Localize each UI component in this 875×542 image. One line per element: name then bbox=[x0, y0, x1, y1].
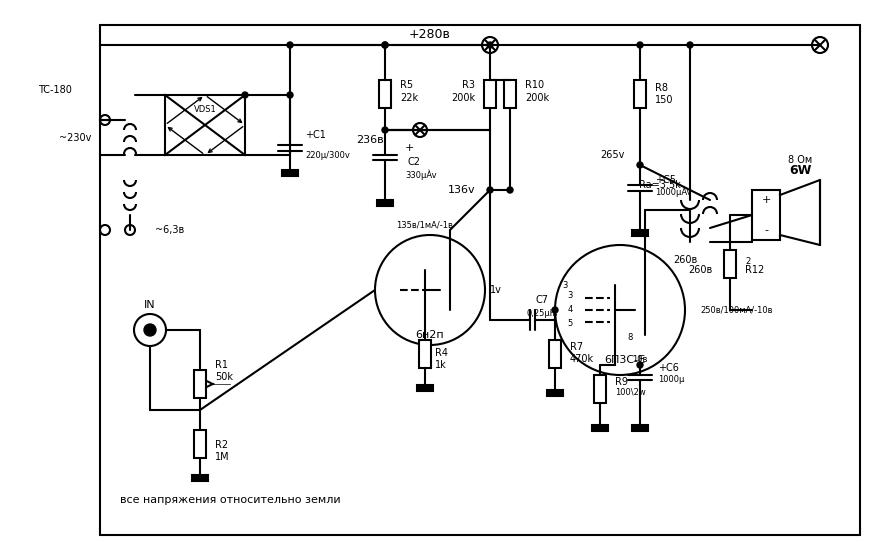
Text: 3: 3 bbox=[563, 281, 568, 289]
Text: R7: R7 bbox=[570, 342, 583, 352]
Text: 1000µ: 1000µ bbox=[658, 376, 684, 384]
Text: 4: 4 bbox=[567, 306, 572, 314]
Bar bbox=[634, 80, 646, 108]
Bar bbox=[417, 385, 433, 391]
Text: 236в: 236в bbox=[356, 135, 384, 145]
Bar bbox=[484, 80, 496, 108]
Text: +: + bbox=[405, 143, 415, 153]
Text: 22k: 22k bbox=[400, 93, 418, 103]
Circle shape bbox=[637, 162, 643, 168]
Text: 1M: 1M bbox=[215, 452, 229, 462]
Text: 260в: 260в bbox=[673, 255, 697, 265]
Bar bbox=[100, 25, 860, 535]
Bar bbox=[632, 425, 648, 431]
Text: VDS1: VDS1 bbox=[193, 106, 216, 114]
Bar bbox=[379, 80, 391, 108]
Text: 1000µÀv: 1000µÀv bbox=[655, 187, 691, 197]
Text: +C6: +C6 bbox=[658, 363, 679, 373]
Text: R8: R8 bbox=[655, 83, 668, 93]
Text: 2: 2 bbox=[746, 257, 751, 267]
Text: Ra=3.5k: Ra=3.5k bbox=[639, 180, 681, 190]
Text: TC-180: TC-180 bbox=[38, 85, 72, 95]
Text: 3: 3 bbox=[567, 291, 573, 300]
Text: 200k: 200k bbox=[525, 93, 550, 103]
Text: ~6,3в: ~6,3в bbox=[155, 225, 185, 235]
Text: 6П3С-Е: 6П3С-Е bbox=[605, 355, 646, 365]
Text: 6н2п: 6н2п bbox=[416, 330, 444, 340]
Text: 220µ/300v: 220µ/300v bbox=[305, 151, 350, 159]
Circle shape bbox=[487, 187, 493, 193]
Text: R4: R4 bbox=[435, 348, 448, 358]
Text: R3: R3 bbox=[462, 80, 475, 90]
Text: +280в: +280в bbox=[410, 29, 451, 42]
Circle shape bbox=[287, 92, 293, 98]
Bar bbox=[194, 430, 206, 458]
Text: IN: IN bbox=[144, 300, 156, 310]
Bar bbox=[547, 390, 563, 396]
Circle shape bbox=[552, 307, 558, 313]
Text: 10в: 10в bbox=[633, 356, 648, 365]
Text: 260в: 260в bbox=[688, 265, 712, 275]
Circle shape bbox=[287, 42, 293, 48]
Text: 136v: 136v bbox=[447, 185, 475, 195]
Bar bbox=[504, 80, 516, 108]
Text: C2: C2 bbox=[408, 157, 421, 167]
Bar bbox=[594, 375, 606, 403]
Text: 135в/1мА/-1в: 135в/1мА/-1в bbox=[396, 221, 453, 229]
Circle shape bbox=[507, 187, 513, 193]
Text: 330µÀv: 330µÀv bbox=[405, 170, 437, 180]
Text: 5: 5 bbox=[567, 319, 572, 327]
Text: +C1: +C1 bbox=[305, 130, 326, 140]
Circle shape bbox=[487, 42, 493, 48]
Text: 8 Ом: 8 Ом bbox=[788, 155, 812, 165]
Bar bbox=[752, 190, 780, 240]
Text: 6W: 6W bbox=[789, 164, 811, 177]
Text: все напряжения относительно земли: все напряжения относительно земли bbox=[120, 495, 340, 505]
Text: R5: R5 bbox=[400, 80, 413, 90]
Bar bbox=[549, 340, 561, 368]
Circle shape bbox=[382, 127, 388, 133]
Text: -: - bbox=[764, 225, 768, 235]
Text: R10: R10 bbox=[525, 80, 544, 90]
Circle shape bbox=[637, 362, 643, 368]
Circle shape bbox=[144, 324, 156, 336]
Text: 470k: 470k bbox=[570, 354, 594, 364]
Text: 100\2w: 100\2w bbox=[615, 388, 646, 397]
Text: 200k: 200k bbox=[451, 93, 475, 103]
Text: ~230v: ~230v bbox=[59, 133, 91, 143]
Text: +C5: +C5 bbox=[655, 175, 676, 185]
Text: 8: 8 bbox=[627, 333, 633, 343]
Circle shape bbox=[382, 42, 388, 48]
Bar bbox=[632, 230, 648, 236]
Text: +: + bbox=[761, 195, 771, 205]
Text: R2: R2 bbox=[215, 440, 228, 450]
Text: C7: C7 bbox=[536, 295, 549, 305]
Circle shape bbox=[242, 92, 248, 98]
Text: 150: 150 bbox=[655, 95, 674, 105]
Bar bbox=[282, 170, 298, 176]
Text: 0,25µŀв: 0,25µŀв bbox=[527, 308, 557, 318]
Text: 1k: 1k bbox=[435, 360, 447, 370]
Text: 250в/100мА/-10в: 250в/100мА/-10в bbox=[700, 306, 773, 314]
Text: R12: R12 bbox=[745, 265, 764, 275]
Bar bbox=[192, 475, 208, 481]
Bar bbox=[377, 200, 393, 206]
Text: R9: R9 bbox=[615, 377, 628, 387]
Text: 265v: 265v bbox=[600, 150, 625, 160]
Bar bbox=[419, 340, 431, 368]
Bar bbox=[194, 370, 206, 398]
Circle shape bbox=[382, 42, 388, 48]
Text: R1: R1 bbox=[215, 360, 228, 370]
Circle shape bbox=[687, 42, 693, 48]
Text: 50k: 50k bbox=[215, 372, 233, 382]
Text: 1v: 1v bbox=[490, 285, 502, 295]
Circle shape bbox=[637, 42, 643, 48]
Bar bbox=[724, 250, 736, 278]
Bar bbox=[592, 425, 608, 431]
